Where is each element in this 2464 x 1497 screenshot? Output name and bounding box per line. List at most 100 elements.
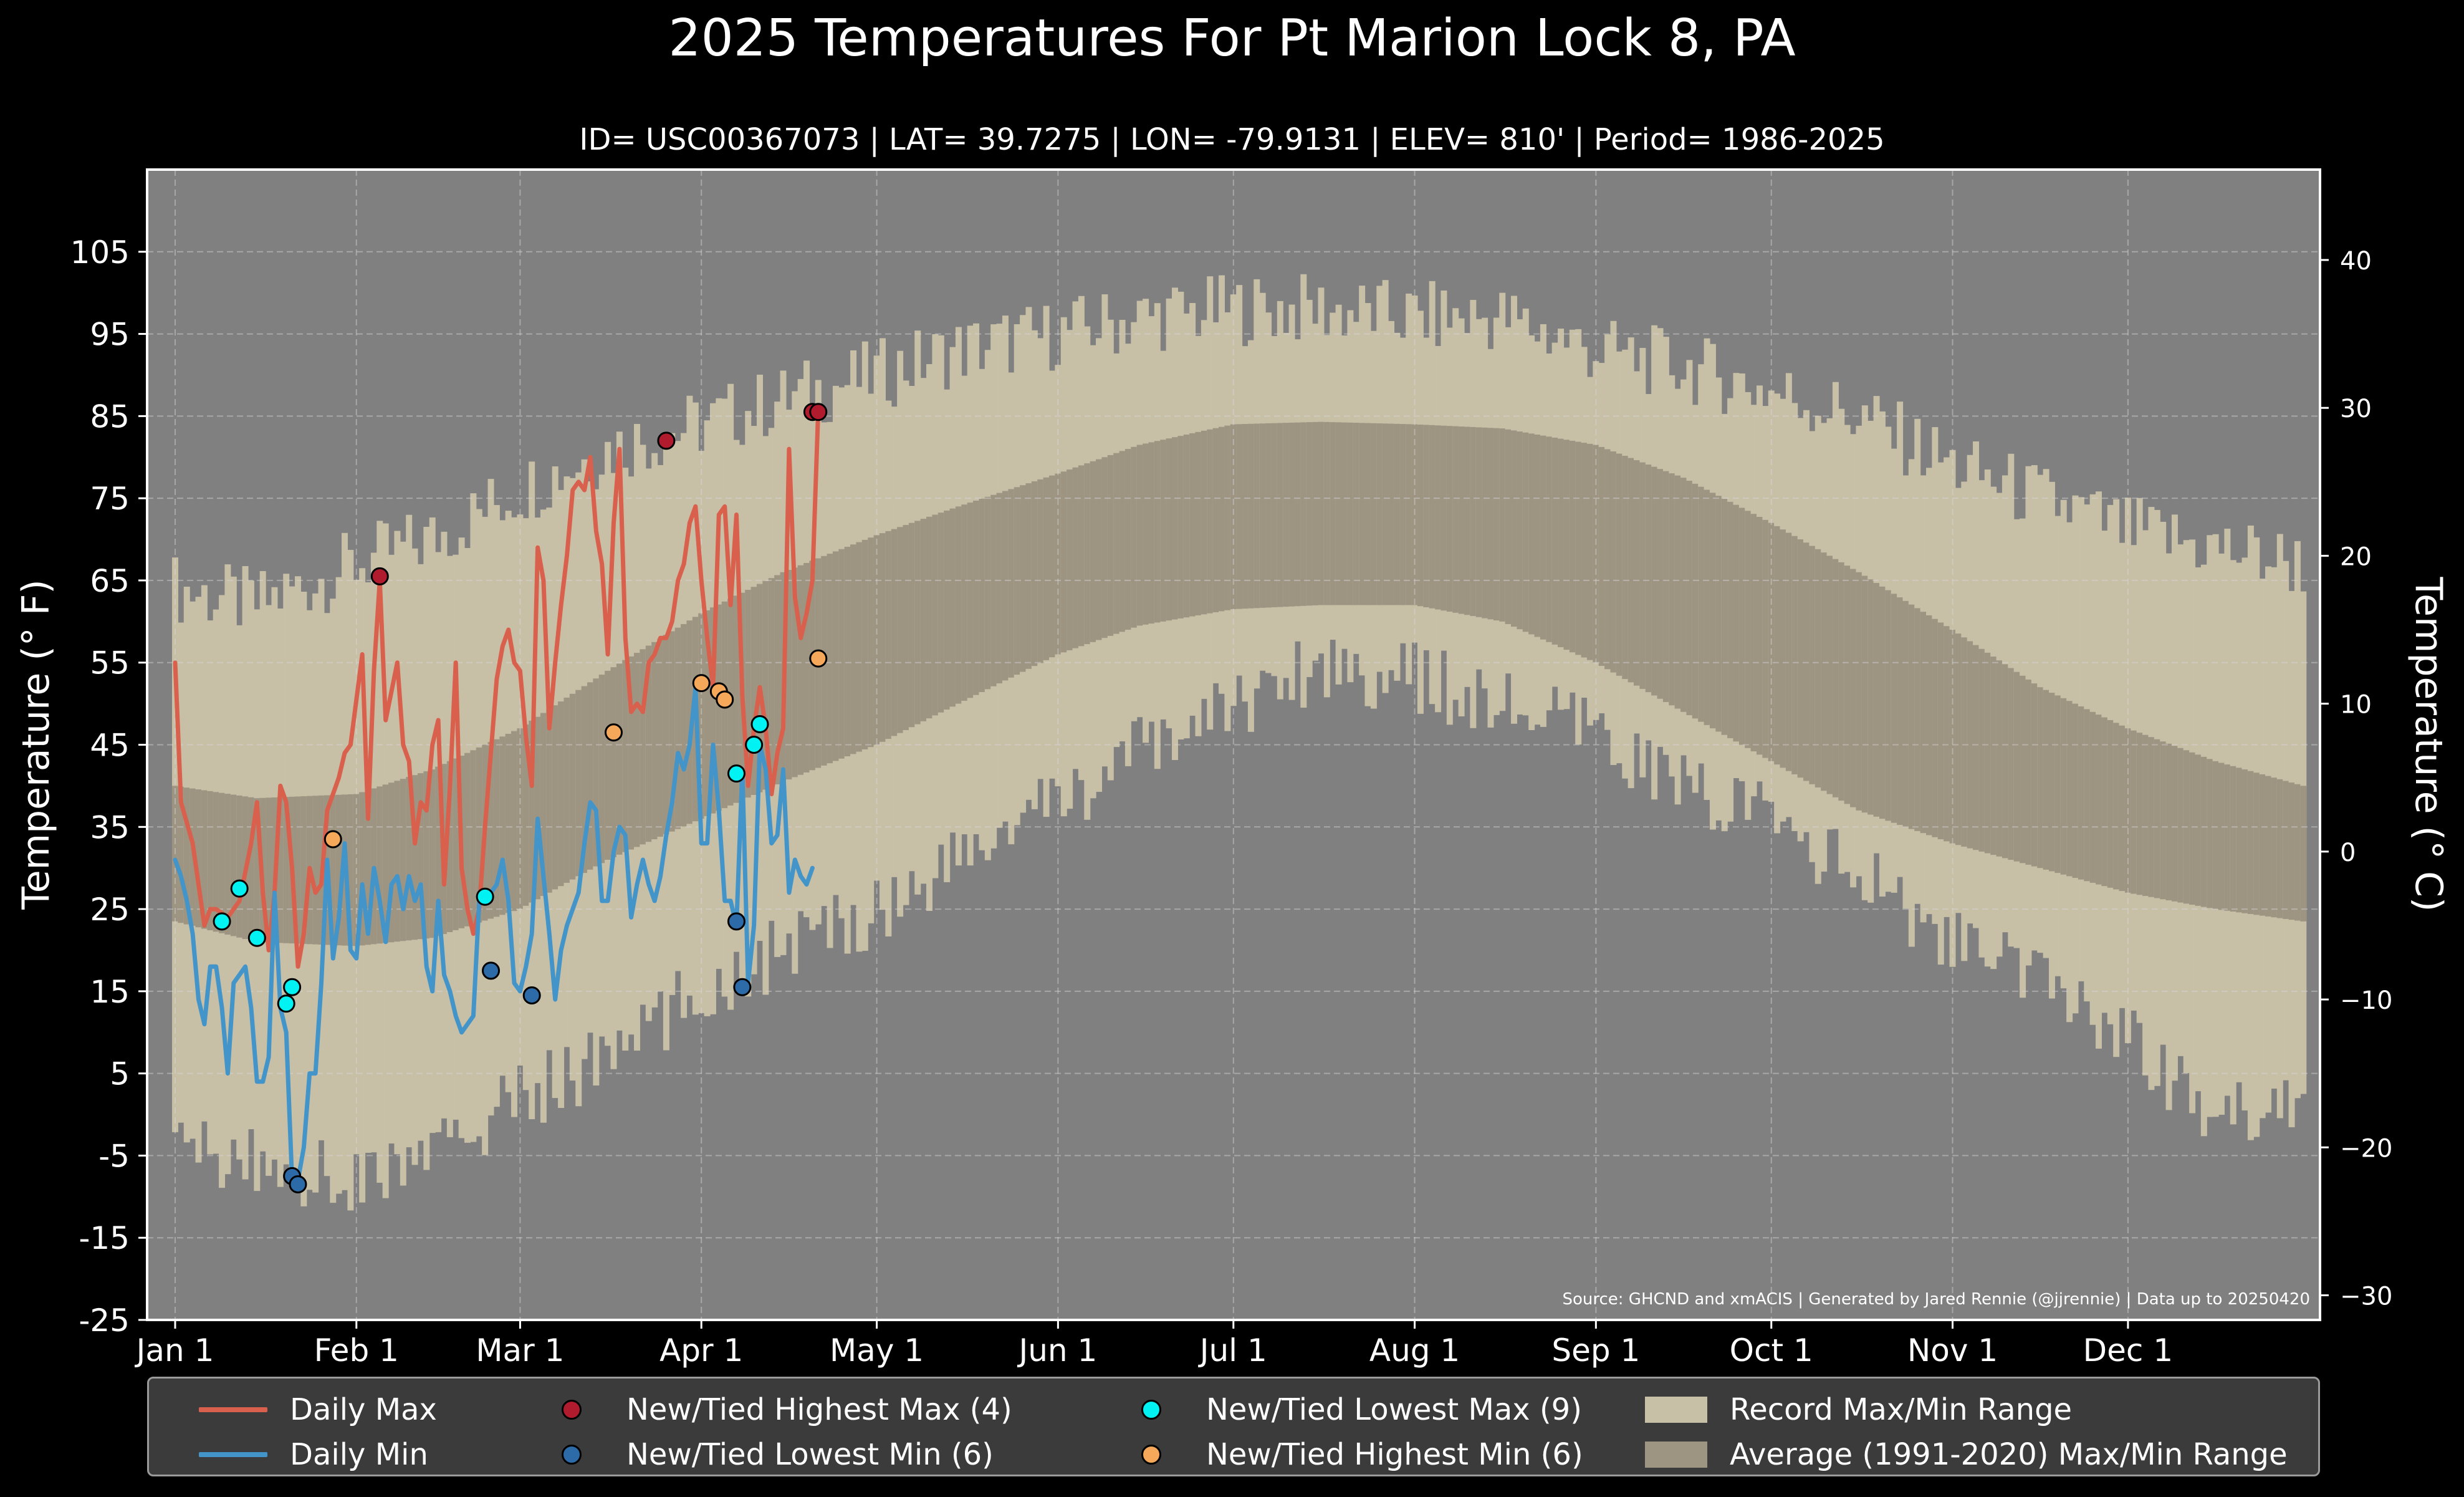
x-tick-label: Sep 1 [1551, 1332, 1640, 1369]
average-range-bar [1143, 443, 1149, 625]
x-tick-label: Nov 1 [1907, 1332, 1998, 1369]
average-range-bar [1669, 473, 1675, 706]
average-range-bar [2031, 683, 2038, 867]
average-range-bar [1090, 461, 1096, 642]
legend-label: New/Tied Highest Min (6) [1206, 1437, 1583, 1472]
average-range-bar [1020, 485, 1027, 672]
average-range-bar [1528, 433, 1535, 635]
average-range-bar [429, 769, 436, 938]
y-tick-label-right: 0 [2340, 839, 2356, 867]
average-range-bar [1738, 508, 1745, 745]
average-range-bar [446, 761, 453, 932]
record-marker [476, 887, 494, 906]
average-range-bar [733, 595, 740, 803]
average-range-bar [587, 682, 593, 870]
average-range-bar [1008, 489, 1015, 678]
average-range-bar [1323, 421, 1330, 605]
average-range-bar [283, 797, 290, 943]
y-tick-label-left: 15 [90, 974, 130, 1010]
average-range-bar [885, 531, 892, 739]
average-range-bar [1370, 423, 1377, 605]
average-range-bar [990, 494, 997, 686]
record-marker [370, 567, 389, 585]
record-marker [733, 978, 752, 996]
average-range-bar [1312, 421, 1319, 605]
average-range-bar [2259, 774, 2266, 916]
average-range-bar [453, 758, 459, 930]
average-range-bar [1657, 469, 1664, 699]
average-range-bar [400, 779, 406, 941]
average-range-bar [1996, 660, 2003, 857]
y-axis-label-left: Temperature (° F) [14, 579, 58, 910]
average-range-bar [674, 627, 681, 829]
average-range-bar [558, 701, 565, 887]
average-range-bar [1651, 466, 1658, 696]
y-tick-label-left: 45 [90, 728, 130, 764]
average-range-bar [1347, 422, 1354, 605]
average-range-bar [961, 504, 968, 701]
average-range-bar [1148, 442, 1155, 624]
average-range-bar [2043, 690, 2049, 870]
average-range-bar [540, 713, 547, 896]
x-tick-label: Jul 1 [1198, 1332, 1267, 1369]
average-range-bar [616, 663, 623, 855]
average-range-bar [1306, 422, 1313, 606]
average-range-bar [634, 653, 641, 847]
average-range-bar [2230, 766, 2236, 912]
record-marker [750, 715, 769, 734]
legend-label: Record Max/Min Range [1730, 1392, 2073, 1427]
average-range-bar [2107, 720, 2114, 888]
average-range-bar [224, 794, 231, 935]
average-range-bar [376, 786, 383, 944]
average-range-bar [2247, 771, 2254, 914]
average-range-bar [1634, 460, 1640, 686]
average-range-bar [1704, 489, 1710, 725]
average-range-bar [219, 792, 226, 933]
average-range-bar [1499, 428, 1506, 622]
average-range-bar [979, 498, 985, 693]
average-range-bar [944, 510, 951, 710]
y-tick-label-left: -25 [79, 1302, 130, 1339]
legend-swatch [562, 1400, 582, 1420]
average-range-bar [1897, 597, 1904, 825]
y-tick-label-left: 105 [70, 234, 130, 271]
average-range-bar [1055, 473, 1062, 655]
average-range-bar [266, 797, 272, 943]
average-range-bar [511, 731, 518, 912]
y-tick-label-left: 25 [90, 892, 130, 928]
average-range-bar [1131, 446, 1138, 628]
average-range-bar [2200, 756, 2207, 907]
average-range-bar [312, 796, 319, 945]
average-range-bar [1376, 423, 1383, 605]
average-range-bar [1072, 467, 1079, 648]
average-range-bar [873, 535, 880, 745]
average-range-bar [750, 587, 757, 795]
record-marker [657, 431, 676, 450]
average-range-bar [1219, 426, 1225, 612]
average-range-bar [435, 766, 442, 936]
average-range-bar [487, 742, 494, 919]
average-range-bar [709, 607, 716, 814]
average-range-bar [2171, 746, 2178, 902]
average-range-bar [1446, 426, 1453, 612]
average-range-bar [973, 501, 980, 695]
legend-label: Daily Min [290, 1437, 428, 1472]
average-range-bar [2060, 698, 2067, 875]
average-range-bar [2096, 715, 2102, 885]
average-range-bar [1932, 619, 1939, 837]
average-range-bar [1785, 532, 1792, 771]
legend-item: Daily Min [199, 1433, 428, 1476]
average-range-bar [1359, 423, 1366, 605]
legend-swatch [1141, 1445, 1161, 1465]
average-range-bar [2224, 764, 2231, 911]
average-range-bar [1803, 542, 1810, 781]
average-range-bar [1493, 428, 1500, 621]
average-range-bar [967, 503, 974, 698]
legend-item: New/Tied Highest Min (6) [1115, 1433, 1583, 1476]
average-range-bar [534, 716, 541, 900]
average-range-bar [330, 795, 337, 945]
average-range-bar [1721, 499, 1728, 735]
average-range-bar [1124, 449, 1131, 630]
average-range-bar [1247, 423, 1254, 609]
average-range-bar [1067, 469, 1073, 650]
